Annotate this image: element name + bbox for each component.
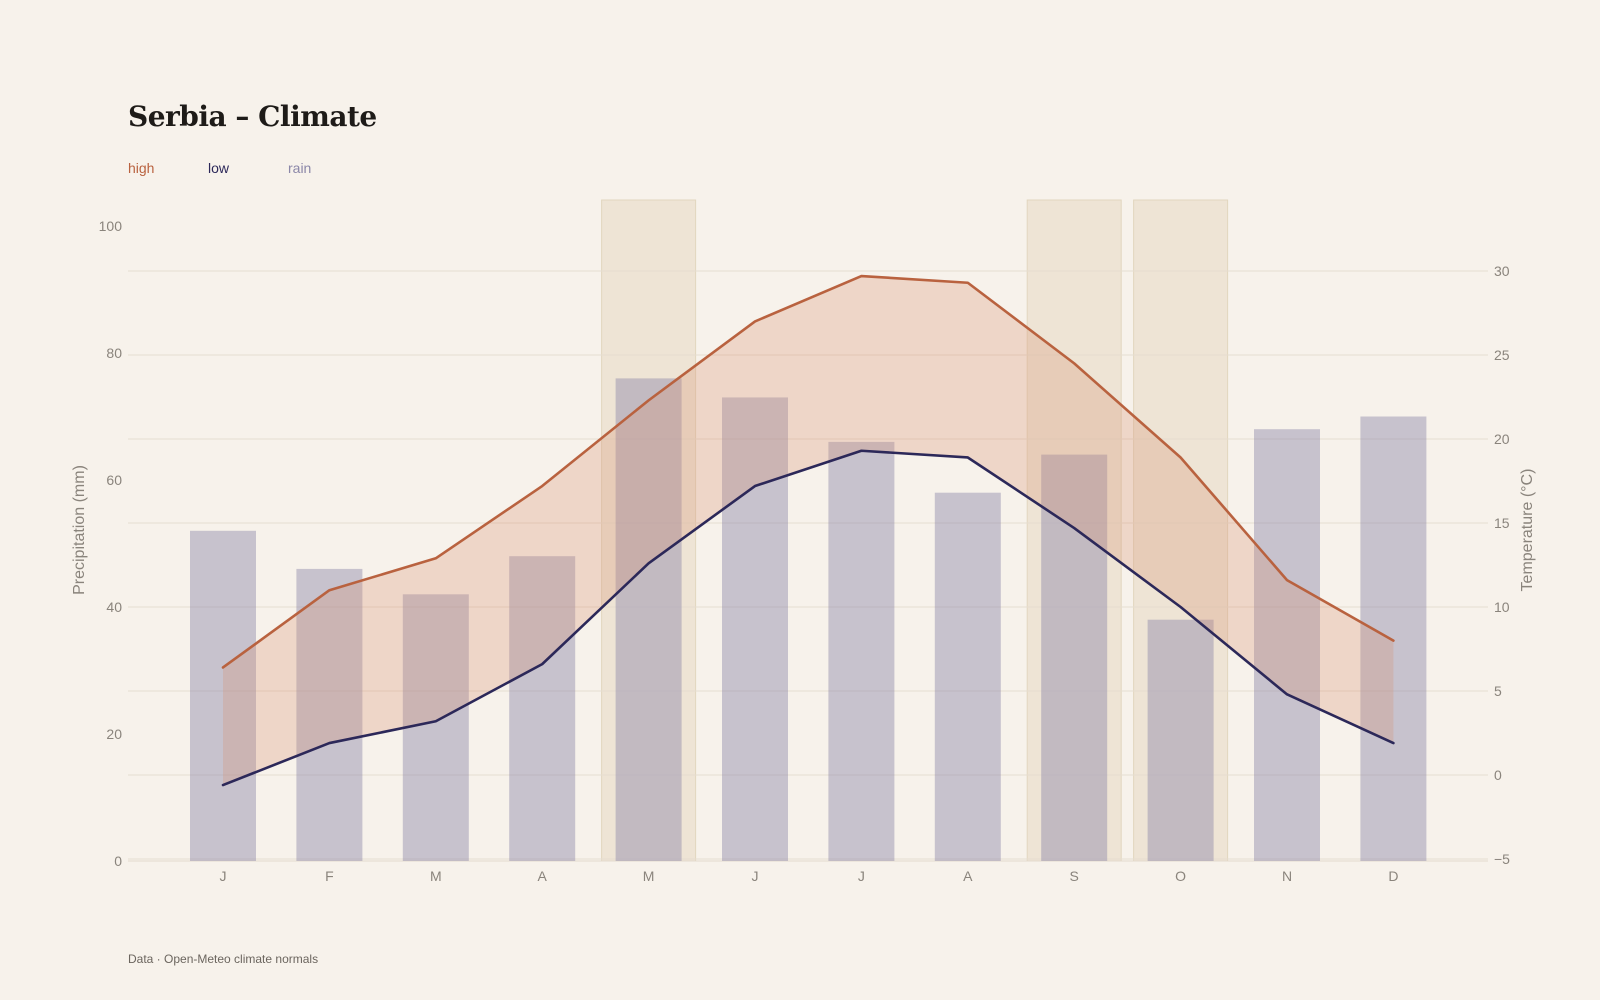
highlight-band-5 — [601, 199, 697, 862]
rain-bar-3 — [402, 594, 469, 861]
right-tick-label-20: 20 — [1494, 431, 1510, 447]
right-tick-label-5: 5 — [1494, 683, 1502, 699]
rain-bar-10 — [1147, 619, 1214, 861]
x-tick-label-7: J — [858, 868, 865, 884]
legend-item-low: low — [208, 160, 230, 176]
right-tick-label-25: 25 — [1494, 347, 1510, 363]
data-source-note: Data · Open-Meteo climate normals — [128, 952, 319, 966]
temperature-range-area — [223, 276, 1394, 786]
legend: high low rain — [128, 160, 368, 176]
legend-item-high: high — [128, 160, 155, 176]
x-tick-label-11: N — [1282, 868, 1292, 884]
x-tick-label-8: A — [963, 868, 973, 884]
right-tick-label-15: 15 — [1494, 515, 1510, 531]
right-axis-title: Temperature (°C) — [1519, 469, 1536, 592]
x-tick-label-12: D — [1388, 868, 1398, 884]
rain-bar-9 — [1041, 454, 1108, 861]
rain-bar-2 — [296, 568, 363, 861]
left-tick-label-60: 60 — [106, 472, 122, 488]
x-tick-label-2: F — [325, 868, 334, 884]
rain-bar-7 — [828, 441, 895, 861]
highlight-band-9 — [1026, 199, 1122, 862]
left-tick-label-0: 0 — [114, 853, 122, 869]
rain-bar-6 — [722, 397, 788, 861]
x-tick-label-5: M — [643, 868, 655, 884]
left-tick-label-40: 40 — [106, 599, 122, 615]
chart-title: Serbia – Climate — [128, 100, 377, 133]
x-tick-label-10: O — [1175, 868, 1186, 884]
high-temperature-line — [221, 274, 1395, 669]
low-temperature-line — [221, 449, 1395, 787]
rain-bar-8 — [934, 492, 1001, 861]
x-tick-label-9: S — [1070, 868, 1079, 884]
x-tick-label-6: J — [752, 868, 759, 884]
left-tick-label-80: 80 — [106, 345, 122, 361]
rain-bar-11 — [1254, 429, 1320, 861]
rain-bar-12 — [1360, 416, 1427, 861]
left-tick-label-100: 100 — [99, 218, 123, 234]
right-tick-label-30: 30 — [1494, 263, 1510, 279]
legend-item-rain: rain — [288, 160, 312, 176]
right-tick-label--5: −5 — [1494, 851, 1510, 867]
left-tick-label-20: 20 — [106, 726, 122, 742]
highlight-band-10 — [1133, 199, 1229, 862]
x-tick-label-3: M — [430, 868, 442, 884]
x-tick-label-1: J — [220, 868, 227, 884]
right-tick-label-0: 0 — [1494, 767, 1502, 783]
right-tick-label-10: 10 — [1494, 599, 1510, 615]
rain-bar-4 — [509, 556, 576, 861]
rain-bar-1 — [190, 530, 256, 861]
rain-bar-5 — [615, 378, 682, 861]
x-tick-label-4: A — [538, 868, 548, 884]
left-axis-title: Precipitation (mm) — [71, 465, 88, 595]
